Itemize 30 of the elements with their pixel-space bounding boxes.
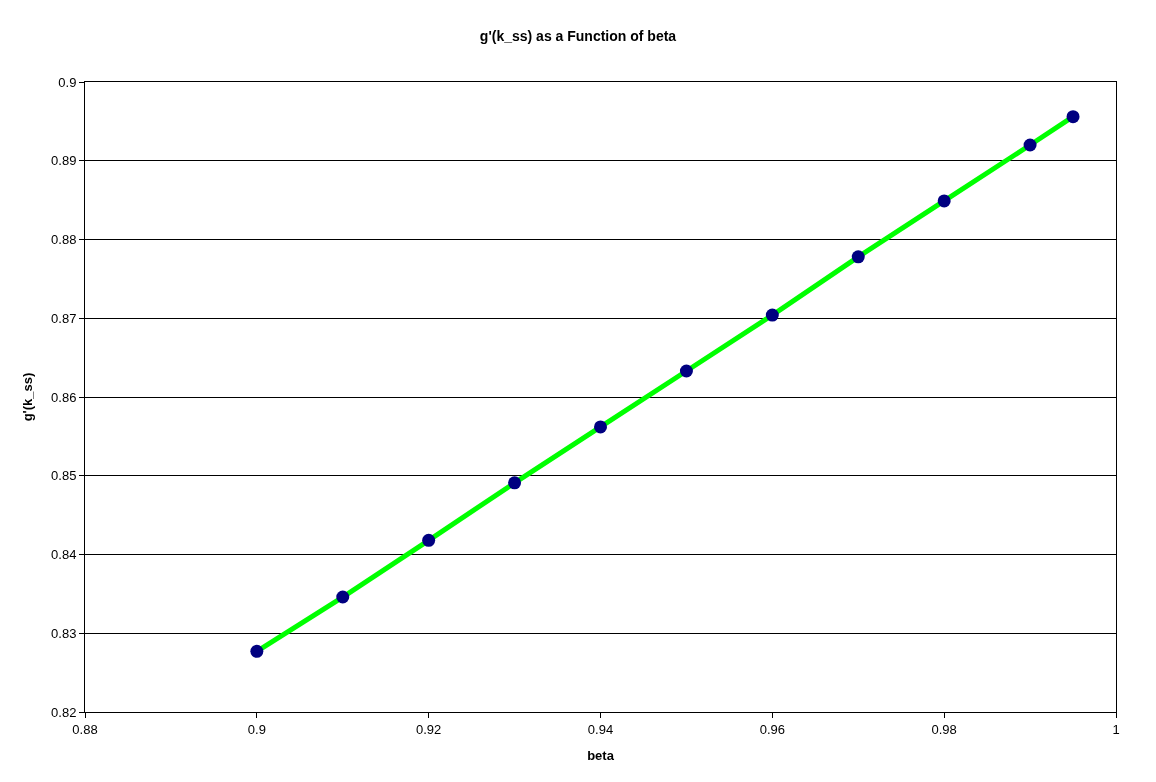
chart-title: g'(k_ss) as a Function of beta bbox=[479, 28, 677, 45]
y-tick-label: 0.87 bbox=[51, 310, 77, 326]
point bbox=[679, 364, 693, 378]
y-tick-label: 0.83 bbox=[51, 625, 77, 641]
point bbox=[422, 533, 436, 547]
point bbox=[1023, 138, 1037, 152]
point bbox=[336, 590, 350, 604]
y-tick-label: 0.85 bbox=[51, 468, 77, 484]
x-tick-label: 0.94 bbox=[587, 721, 614, 737]
y-axis-title: g'(k_ss) bbox=[20, 372, 36, 422]
point bbox=[508, 476, 522, 490]
point bbox=[250, 644, 264, 658]
x-tick-label: 0.98 bbox=[931, 721, 957, 737]
point bbox=[594, 420, 607, 434]
x-tick-label: 0.96 bbox=[759, 721, 785, 737]
x-tick-label: 0.88 bbox=[72, 721, 98, 737]
x-tick-label: 0.92 bbox=[416, 721, 442, 737]
y-tick-label: 0.89 bbox=[51, 153, 77, 169]
point bbox=[937, 194, 951, 208]
y-tick-label: 0.88 bbox=[51, 232, 77, 248]
point bbox=[851, 250, 865, 264]
point bbox=[1066, 110, 1080, 124]
point bbox=[765, 308, 779, 322]
y-tick-label: 0.84 bbox=[51, 547, 77, 563]
x-tick-label: 0.9 bbox=[247, 721, 266, 737]
y-tick-label: 0.86 bbox=[51, 389, 77, 405]
y-tick-label: 0.82 bbox=[51, 704, 77, 720]
y-tick-label: 0.9 bbox=[58, 74, 77, 90]
x-tick-label: 1 bbox=[1112, 721, 1120, 737]
x-axis-title: beta bbox=[587, 748, 615, 764]
